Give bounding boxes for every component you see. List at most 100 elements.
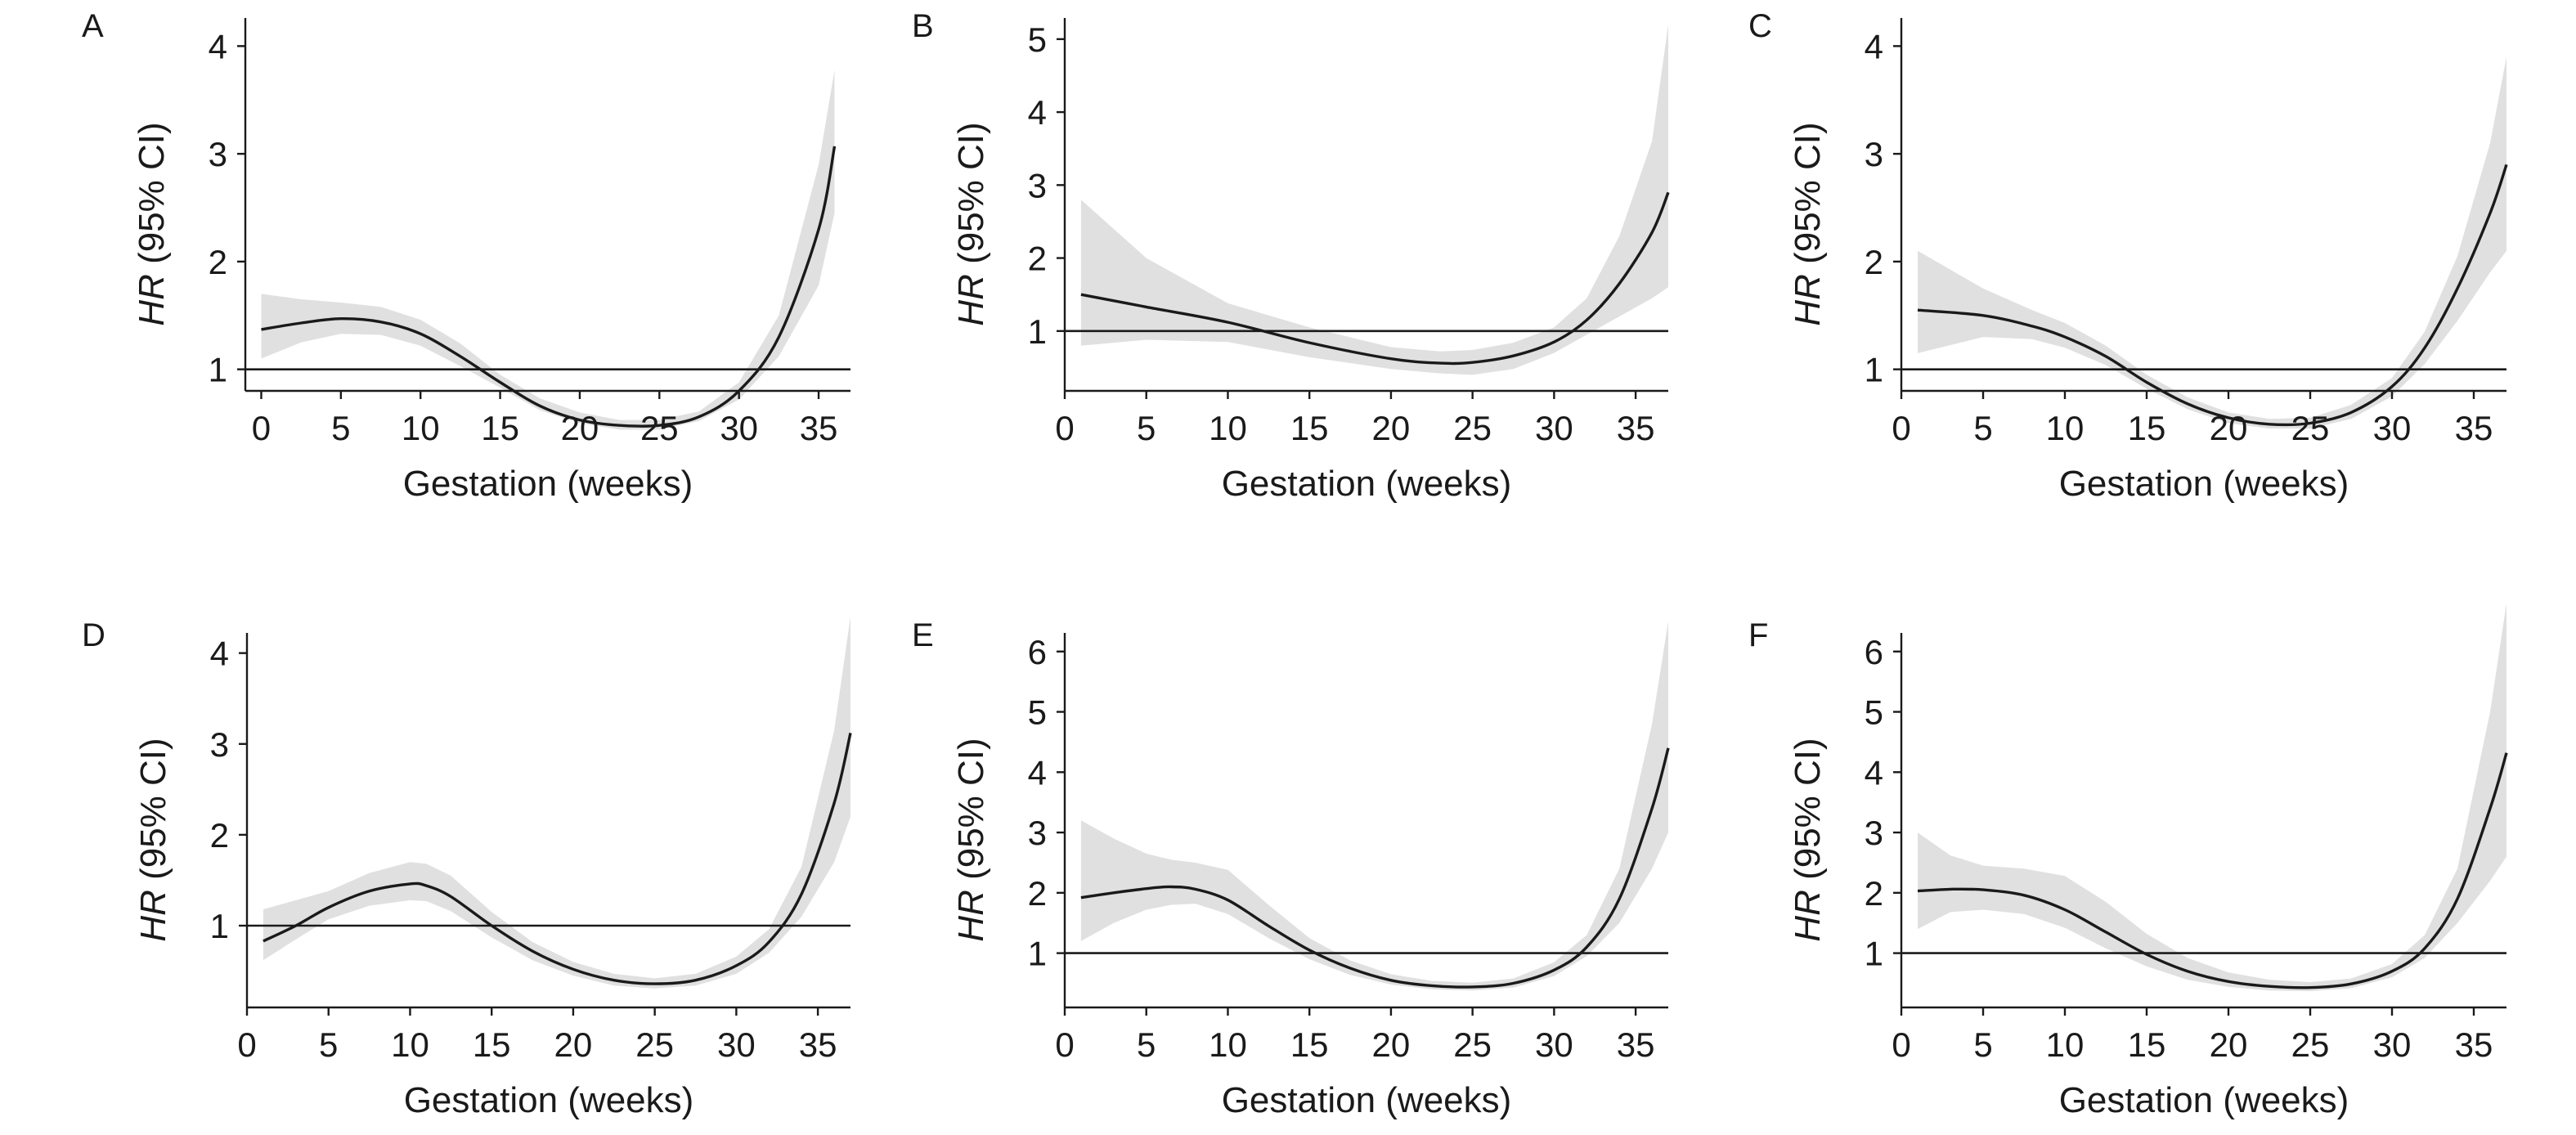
panel-e-y-tick-label: 5 (1028, 693, 1047, 732)
panel-e-x-tick-label: 30 (1535, 1025, 1573, 1064)
panel-a-x-tick-label: 20 (561, 409, 599, 447)
panel-e-ci-band (1080, 621, 1668, 991)
panel-f-y-tick-label: 4 (1865, 753, 1883, 792)
panel-a-x-tick-label: 25 (640, 409, 679, 447)
panel-f-letter: F (1748, 617, 1768, 653)
panel-a-y-tick-label: 1 (209, 351, 227, 389)
panel-e-hr-curve (1080, 747, 1670, 989)
panel-c-y-axis-title-ci: (95% CI) (1788, 122, 1828, 274)
panel-d-x-tick-label: 30 (717, 1025, 756, 1064)
panel-c-x-tick-label: 5 (1973, 409, 1992, 447)
panel-e-x-tick-label: 35 (1617, 1025, 1655, 1064)
panel-a-x-tick-label: 10 (402, 409, 440, 447)
panel-e-letter: E (912, 617, 934, 653)
panel-e-x-axis-title: Gestation (weeks) (1222, 1080, 1512, 1120)
panel-f-y-tick-label: 5 (1865, 693, 1883, 732)
panel-f-x-axis-title: Gestation (weeks) (2059, 1080, 2349, 1120)
panel-a-x-tick-label: 0 (252, 409, 271, 447)
panel-b: 1 2 3 4 5 0 5 10 15 20 25 30 35 Gestation (weeks) HR (… (912, 8, 1670, 504)
panel-e-x-tick-label: 15 (1290, 1025, 1329, 1064)
panel-d-letter: D (82, 617, 105, 653)
panel-d-ci-band (263, 617, 850, 989)
panel-d-y-tick-label: 3 (210, 725, 229, 764)
panel-f-y-tick-label: 6 (1865, 633, 1883, 671)
panel-b-x-tick-label: 0 (1055, 409, 1074, 447)
panel-e-y-axis-title-hr: HR (951, 890, 991, 942)
panel-f-x-tick-label: 10 (2046, 1025, 2085, 1064)
panel-c-y-tick-label: 3 (1865, 135, 1883, 173)
panel-a-y-axis-title-hr: HR (132, 274, 172, 326)
panel-d-x-tick-label: 5 (319, 1025, 338, 1064)
panel-f-x-tick-label: 15 (2128, 1025, 2166, 1064)
panel-e-y-tick-label: 1 (1028, 935, 1047, 973)
panel-e-y-tick-label: 4 (1028, 753, 1047, 792)
panel-a-y-tick-label: 3 (209, 135, 227, 173)
panel-d-y-axis-title: HR (95% CI) (133, 738, 173, 941)
panel-c-x-tick-label: 10 (2046, 409, 2085, 447)
panel-b-ci-band (1080, 25, 1668, 375)
panel-d-y-tick-label: 2 (210, 816, 229, 855)
panel-d-x-tick-label: 25 (635, 1025, 674, 1064)
panel-d-y-tick-label: 4 (210, 635, 229, 673)
panel-f-y-axis-title-ci: (95% CI) (1788, 738, 1828, 890)
panel-c-x-tick-label: 35 (2455, 409, 2493, 447)
panel-f-ci-band (1918, 603, 2506, 992)
panel-d-x-tick-label: 0 (237, 1025, 256, 1064)
panel-b-hr-curve (1080, 191, 1670, 366)
panel-c-ci-band (1918, 56, 2506, 429)
panel-f-x-tick-label: 25 (2291, 1025, 2330, 1064)
panel-b-y-tick-label: 5 (1028, 20, 1047, 59)
panel-c-x-axis-title: Gestation (weeks) (2059, 464, 2349, 504)
panel-b-x-tick-label: 10 (1209, 409, 1247, 447)
panel-b-y-axis-title-ci: (95% CI) (951, 122, 991, 274)
panel-e: 1 2 3 4 5 6 0 5 10 15 20 25 30 35 Gestation (weeks) HR … (912, 617, 1670, 1120)
panel-d-x-tick-label: 15 (473, 1025, 511, 1064)
panel-c-x-tick-label: 25 (2291, 409, 2330, 447)
panel-a-ci-band (261, 70, 835, 430)
panel-b-x-tick-label: 35 (1617, 409, 1655, 447)
panel-a-y-tick-label: 2 (209, 243, 227, 281)
panel-e-x-tick-label: 0 (1055, 1025, 1074, 1064)
panel-b-y-axis-title: HR (95% CI) (951, 122, 991, 325)
panel-b-y-tick-label: 4 (1028, 93, 1047, 132)
panel-d: 1 2 3 4 0 5 10 15 20 25 30 35 Gestation (weeks) HR (9… (82, 617, 852, 1120)
panel-f-y-axis-title: HR (95% CI) (1788, 738, 1828, 941)
panel-a-x-tick-label: 30 (720, 409, 758, 447)
panel-d-y-tick-label: 1 (210, 907, 229, 945)
panel-b-y-tick-label: 3 (1028, 166, 1047, 204)
panel-b-letter: B (912, 8, 934, 44)
panel-e-x-tick-label: 20 (1372, 1025, 1411, 1064)
panel-f: 1 2 3 4 5 6 0 5 10 15 20 25 30 35 Gestation (weeks) HR … (1748, 603, 2508, 1120)
panel-c-y-tick-label: 2 (1865, 243, 1883, 281)
panel-d-x-tick-label: 20 (554, 1025, 593, 1064)
panel-c-hr-curve (1917, 164, 2508, 427)
panel-f-y-axis-title-hr: HR (1788, 890, 1828, 942)
panel-c-y-tick-label: 1 (1865, 351, 1883, 389)
panel-c-letter: C (1748, 8, 1772, 44)
panel-a-y-axis-title: HR (95% CI) (132, 122, 172, 325)
panel-e-x-tick-label: 5 (1137, 1025, 1156, 1064)
panel-f-x-tick-label: 20 (2210, 1025, 2248, 1064)
panel-a-y-tick-label: 4 (209, 27, 227, 65)
panel-c-x-tick-label: 15 (2128, 409, 2166, 447)
panel-b-y-tick-label: 1 (1028, 312, 1047, 351)
panel-f-x-tick-label: 5 (1973, 1025, 1992, 1064)
panel-d-hr-curve (263, 733, 852, 985)
panel-b-y-axis-title-hr: HR (951, 274, 991, 326)
panel-b-x-tick-label: 20 (1372, 409, 1411, 447)
panel-c-x-tick-label: 30 (2373, 409, 2412, 447)
panel-f-x-tick-label: 0 (1892, 1025, 1910, 1064)
panel-f-y-tick-label: 2 (1865, 874, 1883, 913)
panel-a-x-axis-title: Gestation (weeks) (403, 464, 693, 504)
panel-f-y-tick-label: 1 (1865, 935, 1883, 973)
panel-e-x-tick-label: 10 (1209, 1025, 1247, 1064)
panel-b-x-axis-title: Gestation (weeks) (1222, 464, 1512, 504)
panel-d-x-axis-title: Gestation (weeks) (404, 1080, 694, 1120)
panel-a-x-tick-label: 5 (331, 409, 350, 447)
panel-d-y-axis-title-hr: HR (133, 890, 173, 942)
panel-a-hr-curve (261, 146, 837, 428)
panel-b-x-tick-label: 15 (1290, 409, 1329, 447)
panel-c-x-tick-label: 20 (2210, 409, 2248, 447)
panel-c-y-axis-title-hr: HR (1788, 274, 1828, 326)
